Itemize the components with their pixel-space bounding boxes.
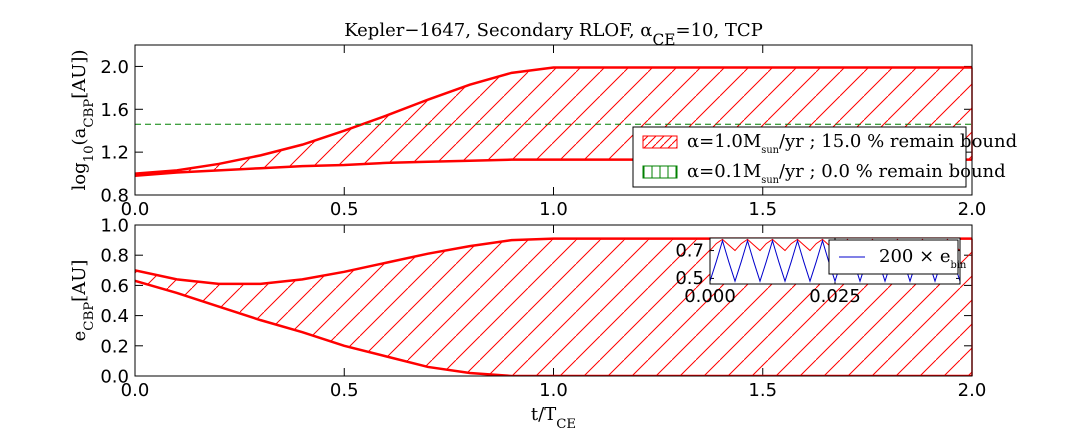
y-tick-label: 1.0 bbox=[100, 215, 129, 236]
y-axis-label: log10(aCBP[AU]) bbox=[69, 50, 97, 191]
text-part: Kepler−1647, Secondary RLOF, α bbox=[344, 20, 652, 41]
axes-frame bbox=[134, 224, 973, 377]
subscript: CE bbox=[556, 417, 576, 432]
band-lower bbox=[135, 279, 972, 376]
x-tick-label: 1.5 bbox=[748, 380, 777, 401]
x-tick-label: 0.0 bbox=[121, 380, 150, 401]
chart-title: Kepler−1647, Secondary RLOF, αCE=10, TCP bbox=[344, 20, 763, 49]
x-axis-label: t/TCE bbox=[531, 404, 576, 432]
text-part: /yr ; 15.0 % remain bound bbox=[779, 131, 1017, 152]
x-tick-label: 2.0 bbox=[958, 380, 987, 401]
x-tick-label: 0.5 bbox=[330, 380, 359, 401]
y-tick-label: 0.8 bbox=[100, 185, 129, 206]
legend-patch bbox=[642, 135, 678, 149]
y-tick-label: 0.0 bbox=[100, 366, 129, 387]
axes-frame bbox=[134, 44, 973, 196]
y-axis-label: eCBP[AU] bbox=[69, 260, 97, 342]
text-part: α=1.0M bbox=[687, 131, 761, 152]
text-part: =10, TCP bbox=[675, 20, 762, 41]
text-part: t/T bbox=[531, 404, 556, 425]
x-tick-label: 1.0 bbox=[539, 199, 568, 220]
text-part: log bbox=[69, 162, 90, 190]
y-tick-label: 1.6 bbox=[100, 100, 129, 121]
subscript: 10 bbox=[82, 145, 97, 162]
x-tick-label: 0.0 bbox=[121, 199, 150, 220]
text-part: 200 × e bbox=[879, 246, 951, 267]
subscript: CBP bbox=[82, 302, 97, 331]
band-upper bbox=[135, 66, 972, 175]
x-tick-label: 0.000 bbox=[684, 286, 736, 307]
text-part: α=0.1M bbox=[687, 161, 761, 182]
subscript: CE bbox=[652, 31, 675, 49]
legend-label: α=1.0Msun/yr ; 15.0 % remain bound bbox=[687, 131, 1017, 156]
y-tick-label: 0.7 bbox=[675, 240, 704, 261]
inset-legend-label: 200 × ebin bbox=[879, 246, 967, 271]
text-part: [AU]) bbox=[69, 50, 90, 99]
y-tick-label: 0.5 bbox=[675, 268, 704, 289]
inset-frame bbox=[709, 237, 961, 285]
y-tick-label: 0.6 bbox=[100, 276, 129, 297]
text-part: (a bbox=[69, 127, 90, 145]
text-part: [AU] bbox=[69, 260, 90, 302]
y-tick-label: 1.2 bbox=[100, 143, 129, 164]
y-tick-label: 0.4 bbox=[100, 306, 129, 327]
text-part: /yr ; 0.0 % remain bound bbox=[779, 161, 1006, 182]
y-tick-label: 2.0 bbox=[100, 57, 129, 78]
subscript: CBP bbox=[82, 99, 97, 128]
x-tick-label: 0.5 bbox=[330, 199, 359, 220]
text-part: e bbox=[69, 331, 90, 342]
subscript: sun bbox=[761, 175, 779, 186]
legend-box bbox=[632, 126, 967, 188]
subscript: bin bbox=[951, 260, 967, 271]
y-tick-label: 0.2 bbox=[100, 336, 129, 357]
y-tick-label: 0.8 bbox=[100, 246, 129, 267]
x-tick-label: 0.025 bbox=[809, 286, 861, 307]
subscript: sun bbox=[761, 145, 779, 156]
legend-label: α=0.1Msun/yr ; 0.0 % remain bound bbox=[687, 161, 1006, 186]
legend-patch bbox=[642, 165, 678, 179]
x-tick-label: 1.5 bbox=[748, 199, 777, 220]
x-tick-label: 2.0 bbox=[958, 199, 987, 220]
x-tick-label: 1.0 bbox=[539, 380, 568, 401]
